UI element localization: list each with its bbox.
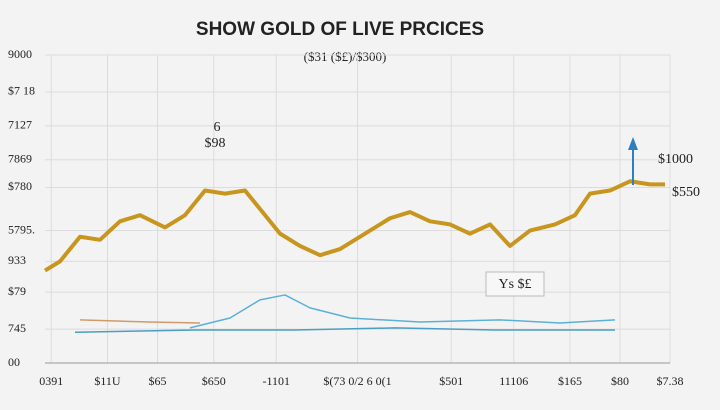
x-tick-label: 11106 <box>499 374 528 388</box>
series-line <box>79 319 201 324</box>
series-line <box>43 179 665 273</box>
x-tick-label: 0391 <box>39 374 63 388</box>
annotation-box <box>485 271 545 297</box>
x-tick-label: $(73 0/2 6 0(1 <box>323 374 391 388</box>
y-tick-label: 00 <box>8 355 20 369</box>
x-tick-label: $650 <box>202 374 226 388</box>
series-line <box>74 327 615 333</box>
plot-area: 00 745 $79 933 5795. $780 7869 7127 $7 18 9000 039… <box>8 47 684 388</box>
annotation: Ys $£ <box>498 277 531 292</box>
chart-subtitle: ($31 ($£)/$300) <box>304 49 387 64</box>
y-tick-label: 9000 <box>8 47 32 61</box>
y-tick-label: 933 <box>8 253 26 267</box>
annotation: $98 <box>205 136 226 151</box>
y-tick-label: 745 <box>8 321 26 335</box>
chart-title: SHOW GOLD OF LIVE PRCICES <box>196 19 484 40</box>
annotation: $1000 <box>658 152 693 167</box>
y-tick-label: $7 18 <box>8 84 35 98</box>
x-tick-label: $11U <box>94 374 121 388</box>
y-tick-label: 7869 <box>8 151 32 165</box>
y-tick-label: 5795. <box>8 222 35 236</box>
x-tick-label: $165 <box>558 374 582 388</box>
annotation: 6 <box>214 120 221 135</box>
x-tick-label: $65 <box>149 374 167 388</box>
annotation: $550 <box>672 185 700 200</box>
x-tick-label: $7.38 <box>657 374 684 388</box>
y-tick-label: $780 <box>8 179 32 193</box>
y-tick-label: $79 <box>8 284 26 298</box>
series-line <box>189 294 616 329</box>
arrow-head <box>628 137 638 150</box>
x-tick-label: -1101 <box>262 374 290 388</box>
x-tick-label: $501 <box>439 374 463 388</box>
y-tick-label: 7127 <box>8 118 32 132</box>
x-tick-label: $80 <box>611 374 629 388</box>
